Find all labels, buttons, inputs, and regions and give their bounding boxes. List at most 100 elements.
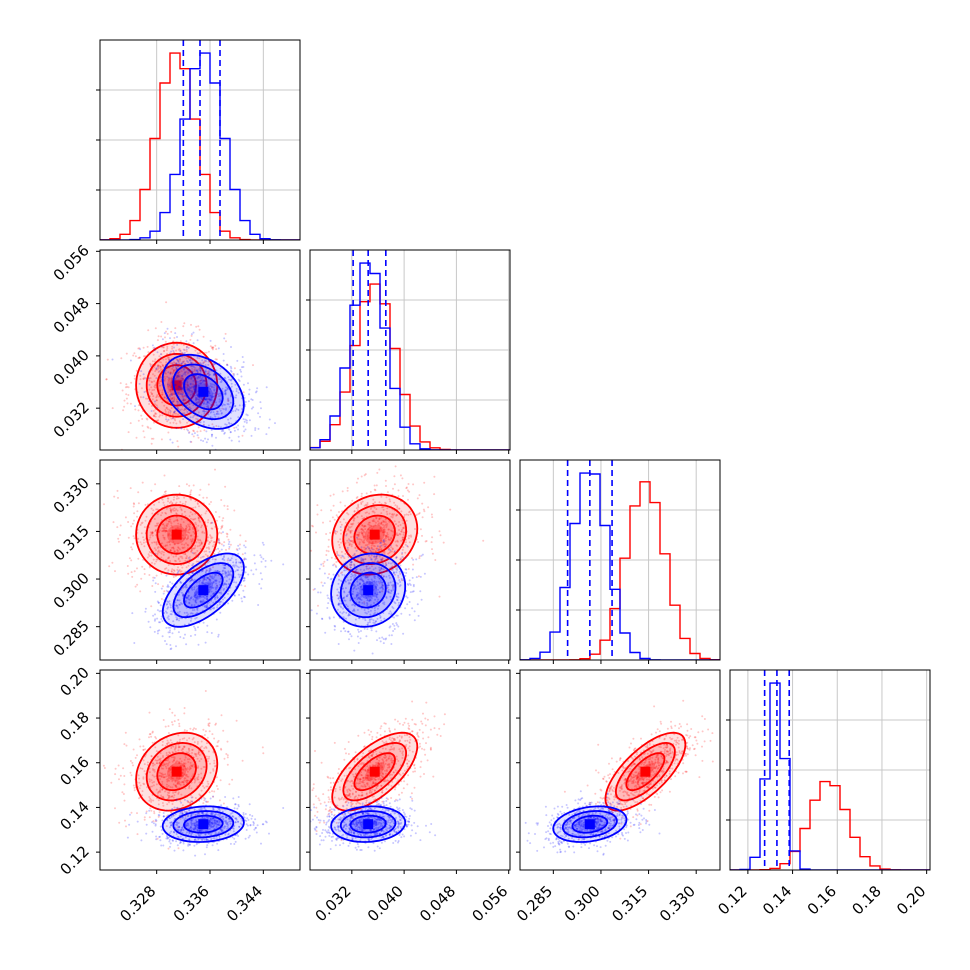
scatter-point xyxy=(348,544,351,547)
scatter-point xyxy=(168,409,171,412)
scatter-point xyxy=(199,369,202,372)
scatter-point xyxy=(377,549,380,552)
scatter-point xyxy=(344,569,347,572)
scatter-point xyxy=(382,543,385,546)
scatter-point xyxy=(151,762,154,765)
scatter-point xyxy=(212,566,214,569)
scatter-point xyxy=(372,502,375,505)
scatter-point xyxy=(206,577,209,579)
scatter-point xyxy=(339,521,342,523)
scatter-point xyxy=(132,748,135,751)
scatter-point xyxy=(156,395,158,398)
scatter-point xyxy=(383,551,386,554)
scatter-point xyxy=(187,596,190,599)
scatter-point xyxy=(167,795,170,798)
scatter-point xyxy=(405,487,408,490)
scatter-point xyxy=(207,724,210,727)
scatter-point xyxy=(372,548,375,551)
scatter-point xyxy=(210,399,212,402)
scatter-point xyxy=(159,759,162,762)
scatter-point xyxy=(220,426,222,429)
scatter-point xyxy=(376,593,379,596)
contour-line xyxy=(156,514,197,555)
scatter-point xyxy=(219,372,222,375)
scatter-point xyxy=(343,567,346,570)
scatter-point xyxy=(390,612,393,615)
scatter-point xyxy=(185,345,188,348)
scatter-point xyxy=(189,338,192,341)
scatter-point xyxy=(196,394,199,397)
scatter-point xyxy=(201,380,204,383)
scatter-point xyxy=(342,627,345,630)
scatter-point xyxy=(182,361,185,364)
scatter-point xyxy=(406,489,409,492)
scatter-point xyxy=(207,372,210,375)
scatter-point xyxy=(371,519,374,522)
scatter-point xyxy=(190,597,193,600)
scatter-point xyxy=(205,410,208,413)
scatter-point xyxy=(226,364,229,367)
scatter-point xyxy=(381,583,384,586)
scatter-point xyxy=(357,535,360,538)
scatter-point xyxy=(156,513,159,516)
scatter-point xyxy=(168,451,170,453)
scatter-point xyxy=(175,349,178,352)
contour-line xyxy=(172,562,235,619)
scatter-point xyxy=(186,384,189,387)
scatter-point xyxy=(370,547,373,550)
scatter-point xyxy=(250,569,253,572)
scatter-point xyxy=(180,508,183,511)
scatter-point xyxy=(372,613,375,616)
scatter-point xyxy=(375,620,378,623)
scatter-point xyxy=(259,415,261,418)
scatter-point xyxy=(213,413,216,416)
scatter-point xyxy=(197,426,200,429)
scatter-point xyxy=(361,571,364,574)
scatter-point xyxy=(199,367,202,370)
scatter-point xyxy=(155,396,158,399)
scatter-point xyxy=(235,562,238,564)
scatter-point xyxy=(168,518,171,520)
scatter-point xyxy=(152,437,155,440)
scatter-point xyxy=(196,545,199,548)
scatter-point xyxy=(166,803,169,806)
scatter-point xyxy=(235,558,237,561)
scatter-point xyxy=(103,767,106,769)
scatter-point xyxy=(193,578,196,581)
scatter-point xyxy=(203,578,206,581)
scatter-point xyxy=(220,548,223,551)
scatter-point xyxy=(402,522,405,525)
scatter-point xyxy=(211,395,214,398)
scatter-point xyxy=(396,614,399,617)
scatter-point xyxy=(241,569,244,572)
scatter-point xyxy=(409,513,412,516)
scatter-point xyxy=(208,791,211,794)
scatter-point xyxy=(125,393,128,396)
scatter-point xyxy=(165,527,168,530)
scatter-point xyxy=(172,547,175,550)
scatter-point xyxy=(387,538,390,541)
scatter-point xyxy=(356,516,359,518)
scatter-point xyxy=(227,538,230,541)
scatter-point xyxy=(160,775,163,778)
scatter-point xyxy=(186,739,188,742)
scatter-point xyxy=(379,616,382,619)
scatter-point xyxy=(423,481,426,484)
scatter-point xyxy=(151,741,154,744)
scatter-point xyxy=(224,392,227,394)
scatter-point xyxy=(193,741,196,744)
scatter-point xyxy=(184,553,187,556)
scatter-point xyxy=(335,561,338,563)
scatter-point xyxy=(350,540,353,543)
scatter-point xyxy=(143,526,146,529)
scatter-point xyxy=(159,791,162,793)
scatter-point xyxy=(207,800,209,803)
scatter-point xyxy=(191,765,194,768)
scatter-point xyxy=(186,597,189,600)
scatter-point xyxy=(205,569,208,572)
scatter-point xyxy=(221,387,224,390)
scatter-point xyxy=(171,764,174,767)
scatter-point xyxy=(358,592,360,595)
scatter-point xyxy=(166,408,169,411)
scatter-point xyxy=(173,509,176,512)
